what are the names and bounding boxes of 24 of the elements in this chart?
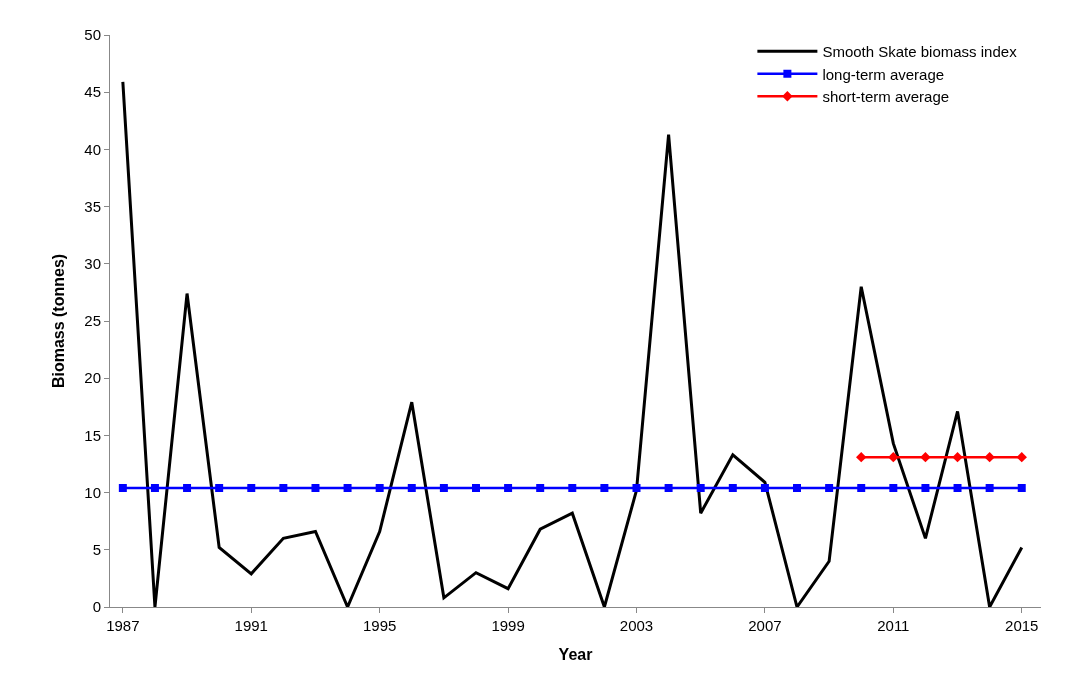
x-tick-label: 1987 xyxy=(106,617,140,634)
y-tick-label: 40 xyxy=(84,140,101,158)
x-tick-label: 1991 xyxy=(234,617,268,634)
legend-label: Smooth Skate biomass index xyxy=(822,43,1018,61)
y-tick-label: 0 xyxy=(92,598,101,616)
legend-label: short-term average xyxy=(822,88,950,106)
x-tick-label: 2007 xyxy=(748,617,782,634)
y-tick-label: 10 xyxy=(84,483,101,501)
x-tick-label: 1995 xyxy=(362,617,397,634)
legend-label: long-term average xyxy=(822,65,945,83)
y-tick-label: 20 xyxy=(84,369,101,387)
x-tick-label: 2003 xyxy=(619,617,654,634)
x-tick-label: 1999 xyxy=(491,617,525,634)
x-axis-title: Year xyxy=(558,645,593,663)
y-tick-label: 15 xyxy=(84,426,101,444)
y-tick-label: 35 xyxy=(84,197,101,215)
y-tick-label: 50 xyxy=(84,26,101,44)
x-tick-label: 2011 xyxy=(877,617,910,634)
x-tick-label: 2015 xyxy=(1005,617,1039,634)
y-tick-label: 5 xyxy=(92,541,101,559)
y-axis-title: Biomass (tonnes) xyxy=(50,253,68,389)
y-tick-label: 30 xyxy=(84,255,101,273)
y-tick-label: 45 xyxy=(84,83,101,101)
y-tick-label: 25 xyxy=(84,312,101,330)
